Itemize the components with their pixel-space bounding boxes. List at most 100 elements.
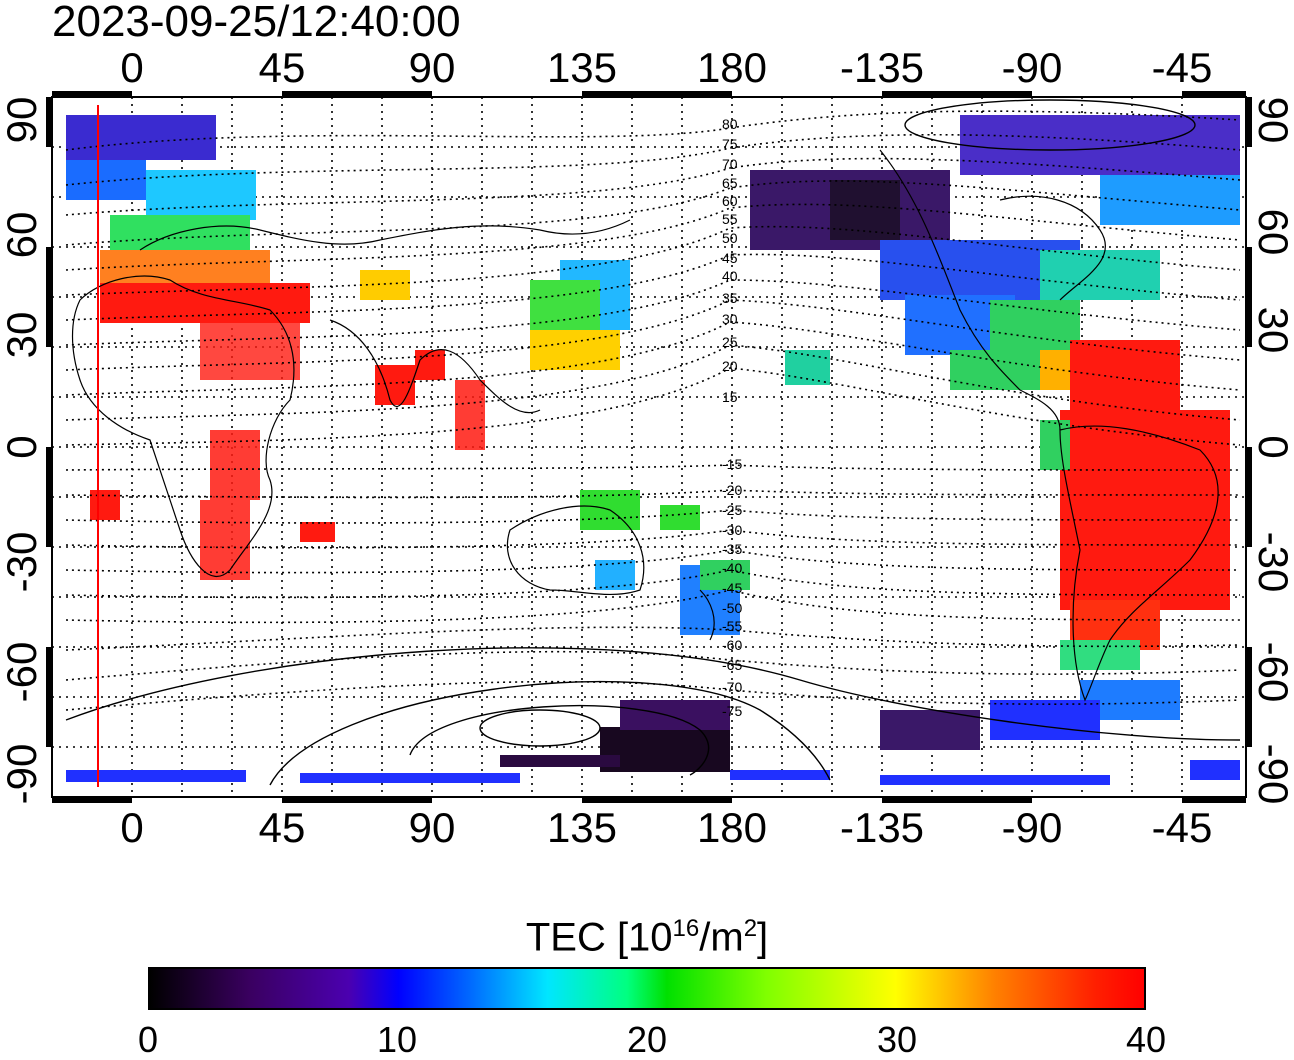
colorbar-tick: 30 [876,1019,918,1060]
lon-tick: 135 [546,44,618,91]
tec-cell [1060,640,1140,670]
contour-label: 50 [722,230,738,246]
lon-tick: -90 [1001,44,1063,91]
colorbar-tick: 20 [626,1019,668,1060]
tec-cell [110,215,250,255]
tec-cell [1040,250,1160,300]
tec-cell [300,773,520,783]
tec-cell [66,770,246,782]
contour-label: 35 [722,290,738,306]
contour-label: 60 [722,193,738,209]
tec-cell [1100,175,1240,225]
tec-cell [530,280,600,330]
tec-map [46,91,1252,803]
contour-label: -30 [722,522,743,538]
axis-bars [46,91,1252,803]
tec-cell [730,770,830,780]
tec-cell [146,170,256,220]
tec-cell [950,350,1040,390]
tec-cell [200,500,250,580]
lat-tick: -60 [1250,641,1294,703]
lon-tick: 90 [408,44,456,91]
colorbar-title-close: ] [757,915,769,960]
tec-cell [660,505,700,530]
lat-tick: -60 [0,641,45,703]
contour-label: 45 [722,250,738,266]
contour-label: 40 [722,268,738,284]
tec-cell [1070,340,1180,420]
tec-cell [1190,760,1240,780]
tec-cell [375,365,415,405]
contour-label: -15 [722,456,743,472]
tec-cell [415,350,445,380]
contour-label: 80 [722,116,738,132]
lon-tick: 0 [120,804,144,851]
colorbar-tick: 40 [1125,1019,1167,1060]
lat-tick: 90 [0,96,45,144]
contour-label: 55 [722,211,738,227]
lon-tick: 180 [696,44,768,91]
tec-cell [100,250,270,285]
colorbar [148,967,1146,1010]
lat-tick: 60 [1250,208,1294,256]
contour-label: 25 [722,334,738,350]
lat-tick: -90 [0,743,45,805]
contour-label: 75 [722,136,738,152]
tec-cell [360,270,410,300]
contour-label: -45 [722,580,743,596]
contour-label: -60 [722,637,743,653]
lon-tick: -90 [1001,804,1063,851]
lat-tick: 30 [0,311,45,359]
contour-label: -25 [722,502,743,518]
contour-label: -55 [722,618,743,634]
lon-tick: 45 [258,44,306,91]
lon-tick: -135 [839,44,925,91]
lon-tick: -135 [839,804,925,851]
tec-cell [990,300,1080,350]
lon-tick: -45 [1151,44,1213,91]
tec-cell [90,490,120,520]
colorbar-title-unit-exponent: 2 [743,915,758,942]
contour-label: 15 [722,389,738,405]
lon-tick: 180 [696,804,768,851]
contour-label: 20 [722,358,738,374]
tec-cell [66,115,216,160]
lon-tick: 0 [120,44,144,91]
lat-tick: 0 [0,435,45,459]
contour-label: -35 [722,541,743,557]
tec-cell [960,115,1240,175]
lat-tick: -90 [1250,743,1294,805]
tec-cell [990,700,1100,740]
colorbar-tick: 10 [376,1019,418,1060]
tec-cell [1060,410,1230,610]
contour-label: -65 [722,657,743,673]
colorbar-tick: 0 [137,1019,159,1060]
tec-cell [880,775,1110,785]
tec-cell [66,160,146,200]
tec-cell [830,180,900,240]
lat-tick: 90 [1250,96,1294,144]
lat-tick: 0 [1250,435,1294,459]
tec-cell [455,380,485,450]
lat-tick: -30 [0,531,45,593]
south-pole-contours [65,99,1241,786]
tec-cell [500,755,620,767]
lon-tick: -45 [1151,804,1213,851]
lon-tick: 90 [408,804,456,851]
tec-cell [620,700,730,730]
contour-label: -40 [722,560,743,576]
contour-label: -20 [722,482,743,498]
coastlines [71,149,1219,702]
tec-cell [1040,420,1070,470]
magnetic-contours [65,110,1241,711]
contour-label: -70 [722,679,743,695]
lat-tick: 60 [0,211,45,259]
contour-label: 30 [722,311,738,327]
lon-tick: 45 [258,804,306,851]
contour-label: 70 [722,156,738,172]
contour-label: -75 [722,703,743,719]
lon-tick: 135 [546,804,618,851]
lat-tick: -30 [1250,531,1294,593]
timestamp: 2023-09-25/12:40:00 [52,0,461,46]
colorbar-title: TEC [1016/m2] [0,905,1294,961]
